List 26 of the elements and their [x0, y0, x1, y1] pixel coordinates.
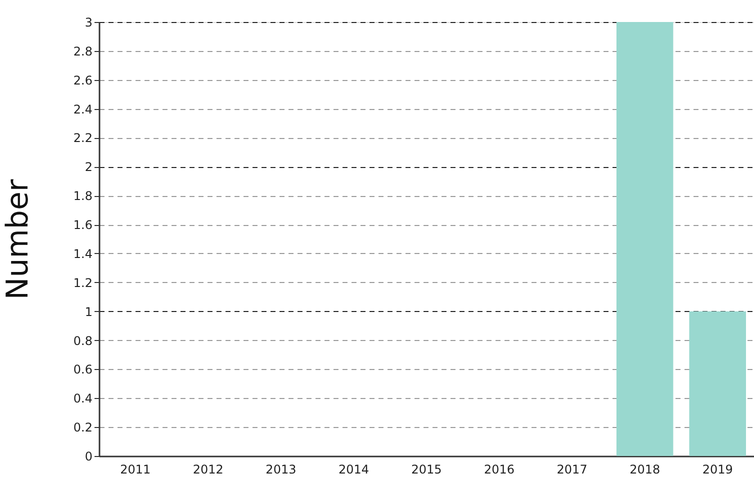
x-tick-label: 2013: [266, 462, 296, 476]
y-tick-label: 2.2: [73, 131, 92, 146]
x-tick-label: 2011: [120, 462, 151, 476]
y-tick-label: 2: [84, 160, 92, 174]
y-tick-label: 1.2: [73, 276, 92, 290]
y-tick-label: 0.8: [73, 334, 92, 348]
y-tick-label: 3: [84, 16, 92, 30]
x-tick-label: 2017: [556, 462, 588, 476]
x-tick-label: 2014: [338, 462, 369, 476]
x-tick-label: 2012: [192, 462, 224, 476]
y-tick-label: 0: [84, 450, 92, 464]
x-tick-label: 2018: [630, 462, 660, 476]
y-axis-title: Number: [0, 178, 36, 300]
y-tick-label: 2.8: [73, 44, 92, 58]
x-tick-label: 2015: [411, 462, 442, 476]
y-tick-label: 1.6: [73, 218, 92, 232]
y-tick-label: 0.4: [73, 392, 92, 406]
y-tick-label: 2.4: [73, 102, 92, 116]
y-tick-label: 0.6: [73, 362, 92, 377]
x-tick-label: 2019: [702, 462, 733, 476]
y-tick-label: 1: [84, 304, 92, 319]
y-tick-label: 2.6: [73, 73, 92, 88]
y-tick-label: 1.8: [73, 189, 92, 204]
y-tick-label: 1.4: [73, 246, 92, 261]
y-tick-label: 0.2: [73, 420, 92, 435]
x-tick-label: 2016: [484, 462, 515, 476]
